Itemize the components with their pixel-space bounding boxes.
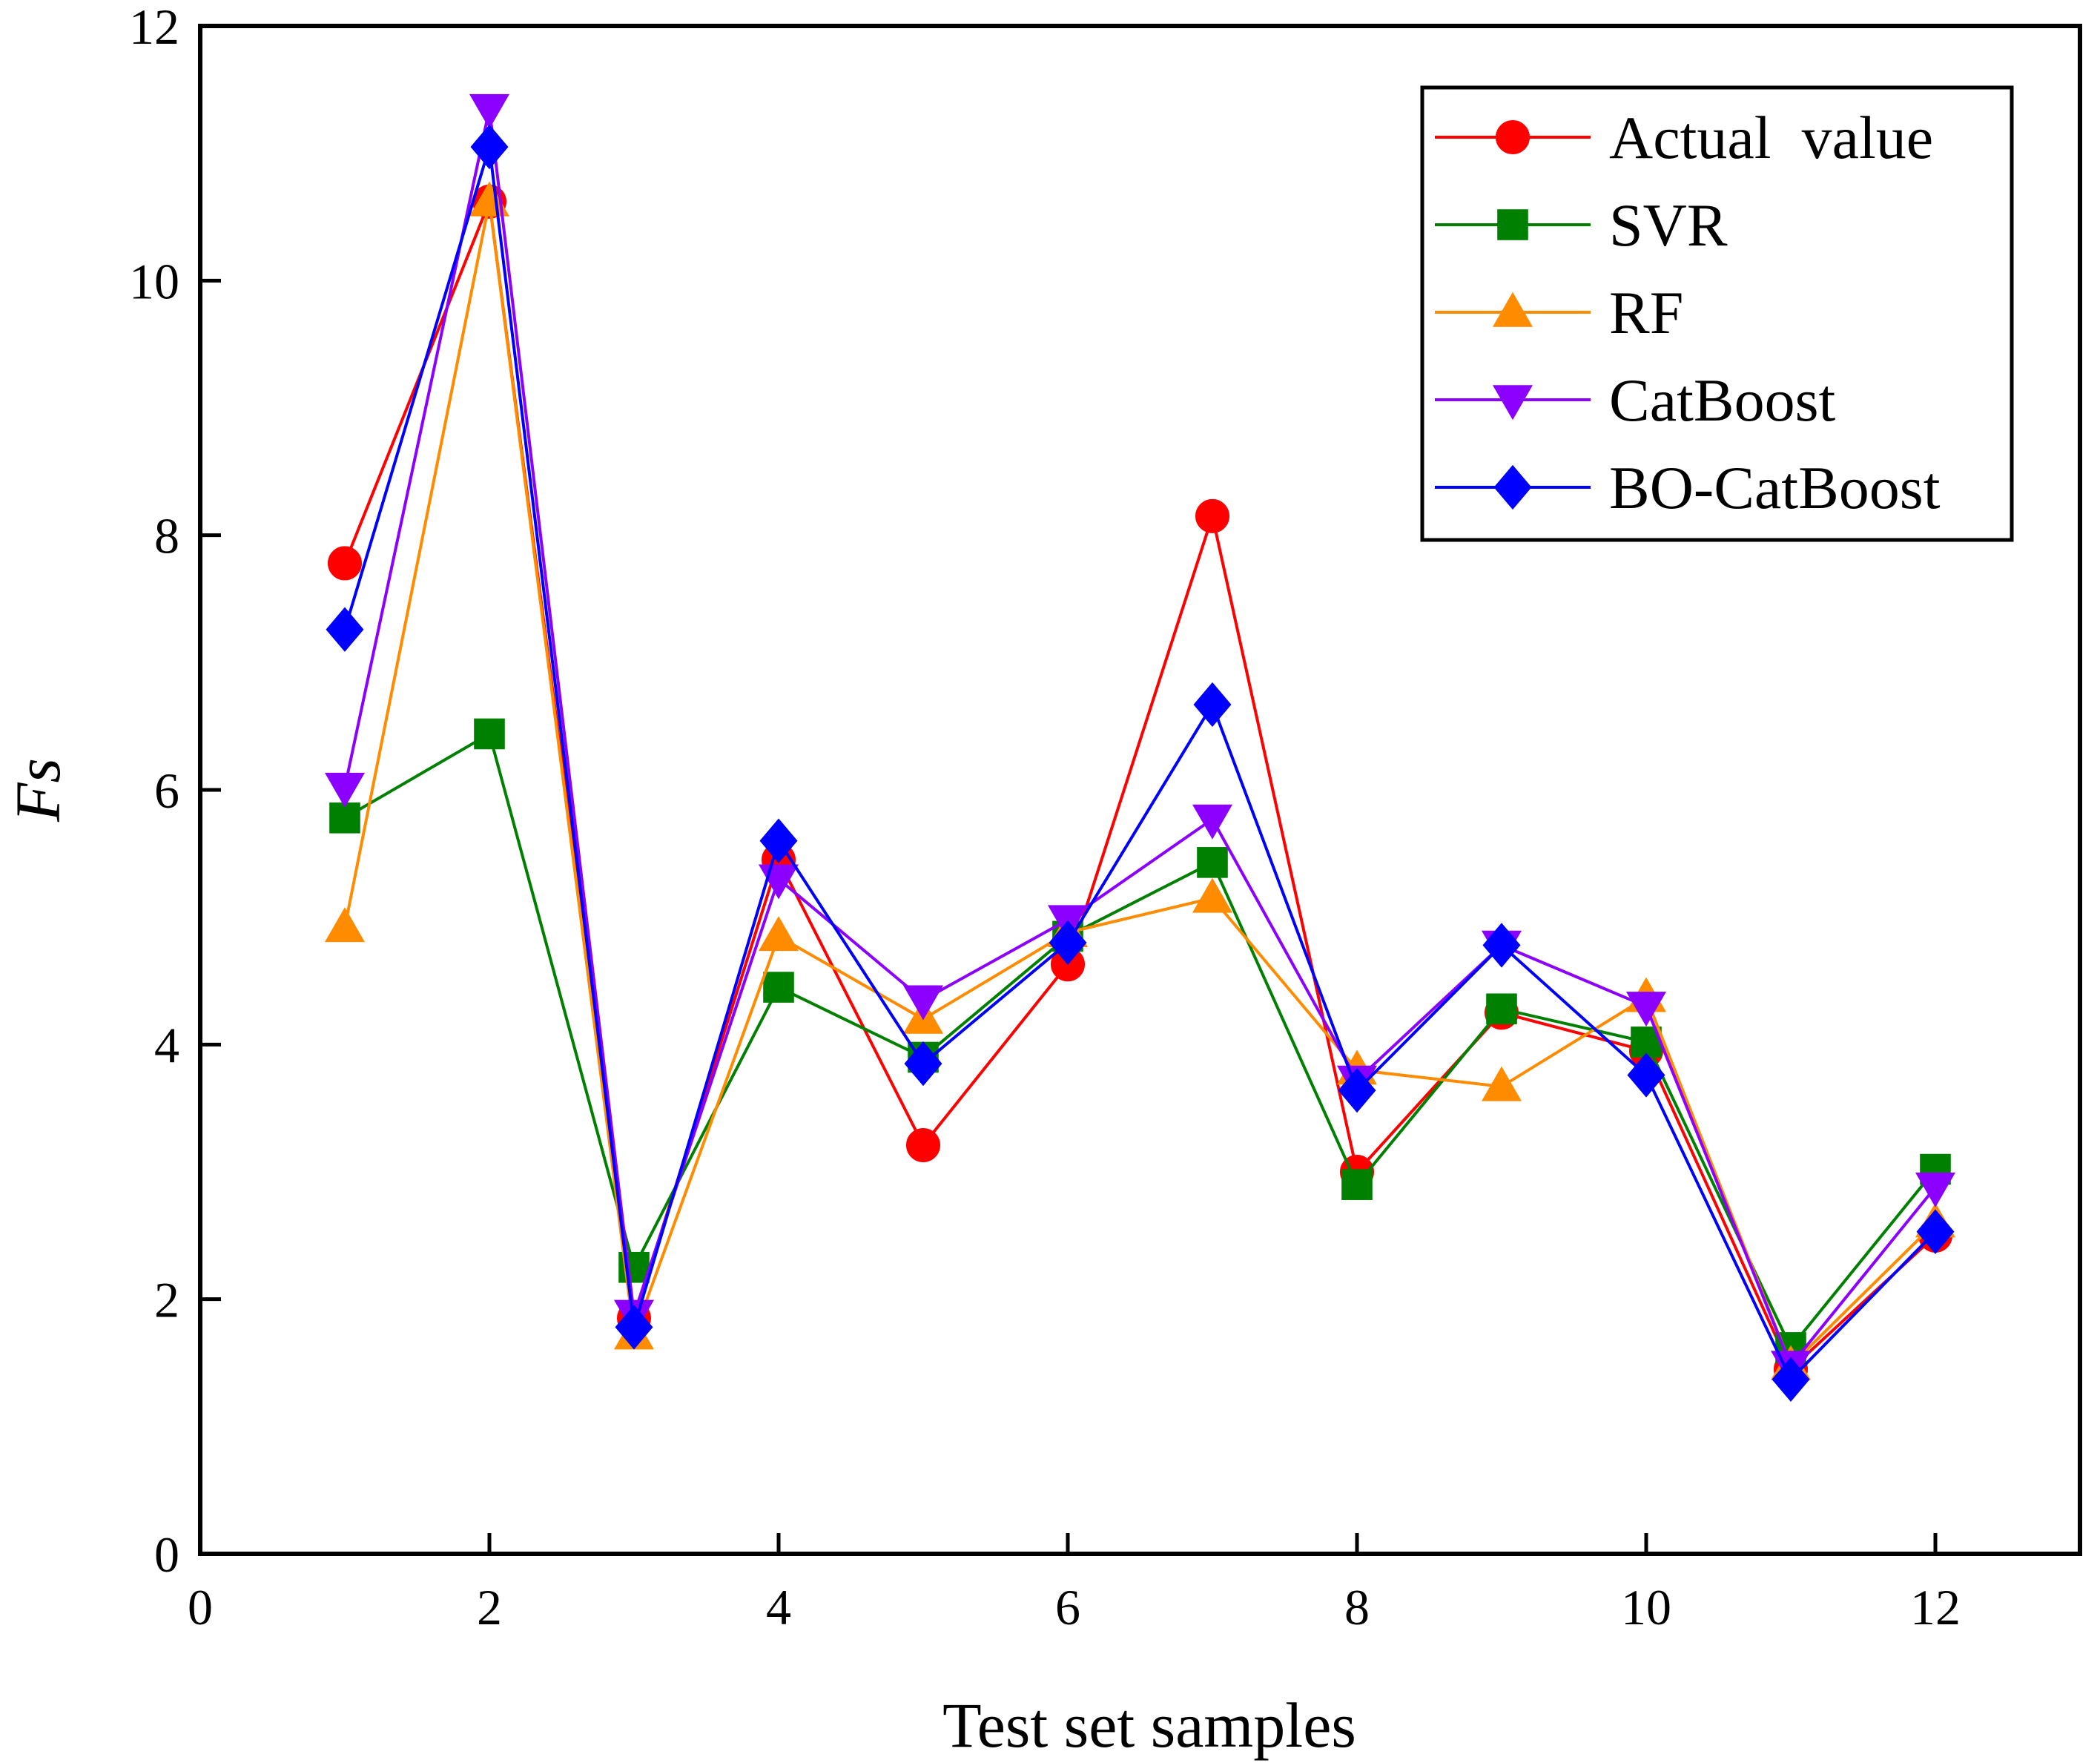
x-tick-label: 6 (1055, 1579, 1080, 1635)
legend-marker (1492, 385, 1533, 421)
series-layer (324, 93, 1956, 1402)
legend-item: CatBoost (1435, 366, 1835, 434)
y-tick-label: 12 (129, 0, 179, 55)
data-point (1482, 923, 1521, 968)
data-point (1486, 993, 1517, 1025)
data-point (329, 802, 360, 834)
y-axis-title: Fs (2, 758, 73, 823)
data-point (1627, 1052, 1665, 1098)
data-point (906, 1127, 940, 1162)
legend: Actual value SVR RF CatBoost BO-CatBoost (1420, 85, 2014, 542)
y-tick-label: 6 (154, 762, 179, 819)
legend-marker (1492, 291, 1533, 327)
y-tick-label: 2 (154, 1272, 179, 1328)
legend-label: RF (1609, 279, 1683, 346)
data-point (1772, 1357, 1810, 1402)
x-tick-label: 12 (1910, 1579, 1961, 1635)
x-axis-title: Test set samples (942, 1690, 1356, 1761)
data-point (474, 718, 505, 750)
y-tick-label: 4 (154, 1017, 179, 1073)
data-point (1192, 804, 1233, 840)
series-line (343, 731, 1937, 1351)
y-tick-label: 10 (129, 253, 179, 309)
data-point (1195, 498, 1229, 533)
x-tick-label: 10 (1621, 1579, 1671, 1635)
series-line (343, 108, 1937, 1368)
data-point (615, 1305, 653, 1350)
series-line (343, 201, 1937, 1368)
legend-label: Actual value (1609, 104, 1933, 171)
series-bo-catboost (326, 124, 1955, 1402)
legend-label: SVR (1609, 191, 1728, 259)
data-point (1197, 847, 1228, 878)
data-point (1625, 992, 1667, 1027)
data-point (759, 818, 798, 863)
legend-label: CatBoost (1609, 366, 1835, 434)
axis-ticks: 0 2 4 6 8 10 12 0 2 4 6 8 10 12 (129, 0, 1961, 1635)
legend-marker (1496, 120, 1530, 154)
data-point (469, 93, 510, 129)
legend-label: BO-CatBoost (1609, 454, 1941, 521)
legend-marker (1493, 464, 1532, 510)
data-point (1193, 682, 1232, 728)
data-point (1916, 1209, 1955, 1254)
data-point (1049, 920, 1087, 966)
data-point (324, 772, 366, 808)
legend-item: Actual value (1435, 104, 1933, 171)
legend-item: SVR (1435, 191, 1728, 259)
legend-item: BO-CatBoost (1435, 454, 1941, 521)
data-point (1341, 1169, 1373, 1200)
legend-marker (1497, 209, 1528, 240)
data-point (324, 907, 366, 943)
y-tick-label: 8 (154, 508, 179, 564)
data-point (1481, 1066, 1522, 1101)
x-tick-label: 2 (477, 1579, 502, 1635)
y-tick-label: 0 (154, 1526, 179, 1583)
x-tick-label: 0 (188, 1579, 213, 1635)
legend-item: RF (1435, 279, 1683, 346)
data-point (328, 546, 362, 581)
x-tick-label: 4 (766, 1579, 791, 1635)
data-point (758, 916, 799, 952)
data-point (902, 985, 944, 1021)
x-tick-label: 8 (1344, 1579, 1370, 1635)
data-point (326, 607, 364, 652)
data-point (763, 972, 794, 1003)
data-point (470, 124, 509, 170)
data-point (1192, 877, 1233, 913)
data-point (1338, 1067, 1376, 1113)
series-line (343, 146, 1937, 1383)
data-point (904, 1041, 942, 1087)
data-point (1915, 1172, 1956, 1207)
